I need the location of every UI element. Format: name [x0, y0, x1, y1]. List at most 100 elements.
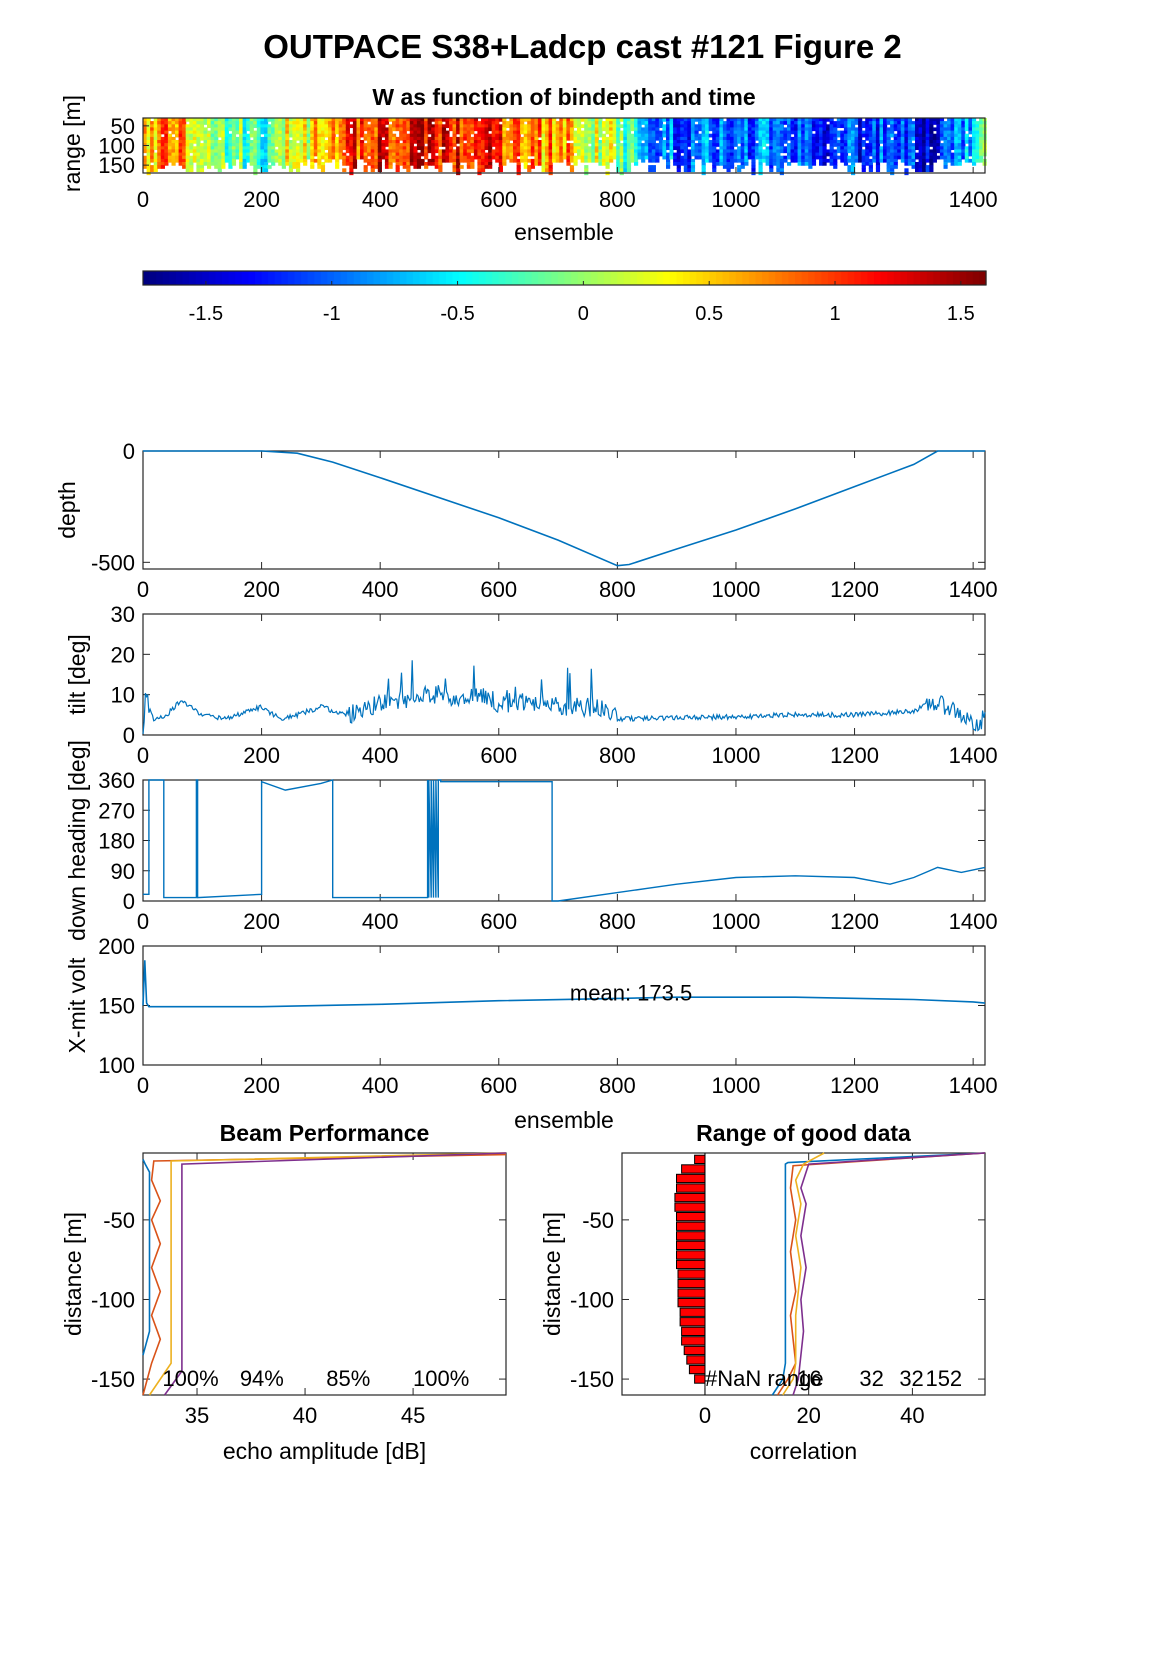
- w-image-cell: [932, 118, 937, 122]
- w-image-cell: [758, 127, 763, 132]
- w-image-cell: [409, 121, 414, 125]
- w-image-cell: [961, 121, 966, 125]
- range-good-nan-bar: [677, 1278, 706, 1289]
- w-image-cell: [868, 158, 873, 163]
- w-image-cell: [890, 158, 895, 163]
- w-image-cell: [726, 124, 731, 129]
- w-image-cell: [164, 130, 169, 135]
- w-image-cell: [445, 136, 450, 141]
- w-image-cell: [399, 143, 404, 147]
- w-image-cell: [221, 118, 226, 122]
- w-image-cell: [477, 130, 482, 135]
- w-image-cell: [765, 136, 770, 141]
- w-image-cell: [918, 149, 923, 154]
- w-image-cell: [292, 152, 297, 157]
- w-image-cell: [954, 162, 959, 166]
- w-image-cell: [865, 127, 870, 132]
- w-image-cell: [648, 124, 653, 129]
- w-image-cell: [374, 146, 379, 151]
- w-image-cell: [242, 158, 247, 163]
- w-image-cell: [754, 121, 760, 125]
- w-image-cell: [922, 121, 927, 125]
- w-image-cell: [395, 121, 400, 125]
- w-image-cell: [296, 130, 301, 135]
- w-image-cell: [335, 149, 340, 154]
- w-image-cell: [929, 140, 934, 144]
- w-image-cell: [740, 130, 745, 135]
- w-image-cell: [747, 140, 752, 144]
- w-image-cell: [698, 127, 703, 132]
- w-image-cell: [601, 155, 607, 160]
- w-image-cell: [591, 136, 596, 141]
- w-image-cell: [719, 127, 724, 132]
- w-image-cell: [587, 130, 592, 135]
- w-image-cell: [431, 136, 436, 141]
- w-image-cell: [285, 130, 290, 135]
- w-image-cell: [374, 124, 379, 129]
- w-image-cell: [669, 133, 674, 138]
- w-image-cell: [402, 124, 407, 129]
- w-image-cell: [182, 130, 187, 135]
- w-image-cell: [957, 155, 962, 160]
- w-image-cell: [473, 149, 479, 154]
- w-image-cell: [292, 155, 297, 160]
- w-image-cell: [769, 165, 774, 169]
- tilt-axes-box: [142, 613, 986, 736]
- w-image-cell: [897, 118, 902, 122]
- w-image-cell: [409, 133, 414, 138]
- w-image-cell: [612, 146, 617, 151]
- w-image-cell: [730, 127, 735, 132]
- w-image-cell: [904, 124, 909, 129]
- w-image-cell: [730, 140, 735, 144]
- w-image-cell: [349, 118, 354, 122]
- beam-xtick-label: 45: [401, 1403, 425, 1428]
- w-image-cell: [569, 130, 575, 135]
- w-image-cell: [907, 143, 913, 147]
- w-image-cell: [641, 146, 646, 151]
- w-image-cell: [150, 165, 155, 169]
- w-image-cell: [502, 124, 507, 129]
- w-image-cell: [214, 133, 219, 138]
- w-image-cell: [466, 140, 471, 144]
- w-image-cell: [303, 158, 308, 163]
- w-image-cell: [865, 136, 870, 141]
- w-image-cell: [712, 149, 717, 154]
- w-image-cell: [875, 162, 881, 166]
- w-image-cell: [335, 162, 340, 166]
- colorbar-swatch: [926, 271, 934, 285]
- w-image-cell: [762, 130, 767, 135]
- w-image-cell: [637, 121, 642, 125]
- w-image-cell: [434, 158, 439, 163]
- w-image-cell: [577, 149, 582, 154]
- w-image-cell: [730, 118, 735, 122]
- w-image-cell: [523, 158, 528, 163]
- w-image-cell: [641, 158, 646, 163]
- w-image-cell: [349, 152, 354, 157]
- w-image-cell: [925, 136, 930, 141]
- w-image-cell: [438, 124, 443, 129]
- w-image-cell: [979, 127, 984, 132]
- w-image-cell: [431, 155, 436, 160]
- w-image-cell: [726, 130, 731, 135]
- w-image-cell: [616, 158, 621, 163]
- w-image-cell: [559, 118, 564, 122]
- w-image-cell: [498, 143, 503, 147]
- w-image-cell: [402, 133, 407, 138]
- w-image-cell: [217, 133, 222, 138]
- w-image-cell: [580, 143, 585, 147]
- w-image-cell: [520, 146, 525, 151]
- w-image-cell: [463, 121, 468, 125]
- w-image-cell: [829, 130, 834, 135]
- w-image-cell: [402, 162, 407, 166]
- w-image-cell: [434, 130, 439, 135]
- w-image-cell: [278, 158, 283, 163]
- w-image-cell: [335, 165, 340, 169]
- w-image-cell: [527, 118, 532, 122]
- w-image-cell: [253, 140, 258, 144]
- w-image-cell: [915, 136, 920, 141]
- w-image-cell: [477, 133, 482, 138]
- w-image-cell: [278, 136, 283, 141]
- w-image-cell: [968, 158, 973, 163]
- w-image-cell: [545, 133, 550, 138]
- w-image-cell: [303, 140, 308, 144]
